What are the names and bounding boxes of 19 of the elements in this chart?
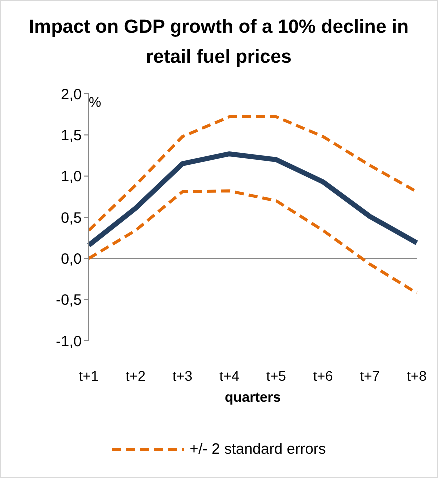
x-tick-label: t+3 — [172, 368, 193, 384]
x-tick-label: t+7 — [360, 368, 380, 384]
y-tick-label: 0,5 — [61, 210, 82, 227]
y-axis-title: % — [89, 94, 102, 110]
y-tick-label: 0,0 — [61, 250, 82, 268]
y-tick-label: 1,0 — [61, 168, 82, 186]
x-tick-label: t+6 — [313, 368, 334, 384]
legend-label: +/- 2 standard errors — [190, 441, 326, 458]
x-tick-label: t+2 — [126, 368, 146, 384]
x-tick-label: t+1 — [79, 368, 100, 384]
y-tick-label: 2,0 — [61, 86, 82, 104]
x-axis-title: quarters — [224, 389, 282, 405]
x-tick-label: t+5 — [266, 368, 287, 384]
y-tick-label: -1,0 — [56, 333, 82, 350]
chart-title: Impact on GDP growth of a 10% decline in retail fuel prices — [28, 16, 410, 70]
x-tick-label: t+4 — [220, 368, 240, 384]
x-tick-label: t+8 — [407, 368, 428, 384]
y-tick-label: -0,5 — [56, 292, 82, 310]
y-tick-label: 1,5 — [61, 127, 82, 144]
